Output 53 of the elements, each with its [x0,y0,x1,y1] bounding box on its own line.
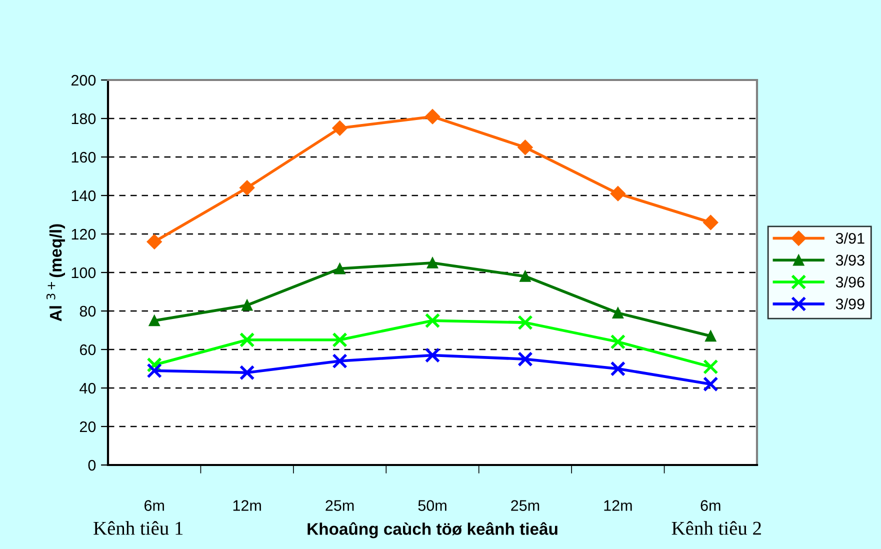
x-axis-title: Khoaûng caùch töø keânh tieâu [308,522,558,538]
y-tick-label: 60 [80,344,96,356]
legend-label: 3/91 [836,232,864,244]
point [239,364,255,380]
point [610,334,626,350]
x-tick-label: 6m [144,500,164,511]
point [518,140,533,155]
point [520,270,531,282]
x-tick-label: 6m [700,500,720,511]
y-tick-label: 200 [71,74,96,86]
point [612,307,624,318]
y-axis-title: Al $^{3+}$(meq/l) [46,224,65,322]
y-tick-label: 80 [80,306,96,317]
point [518,314,533,330]
x-tick-label: 12m [233,500,261,511]
y-tick-label: 0 [88,460,96,471]
legend-label: 3/99 [836,298,864,310]
point [148,315,160,326]
x-tick-label: 50m [418,500,446,511]
point [242,300,253,311]
point [332,353,348,369]
point [146,234,162,250]
point [705,330,716,342]
y-tick-label: 100 [72,267,96,278]
point [703,376,718,392]
y-tick-label: 160 [72,152,96,163]
point [332,332,348,348]
point [703,214,718,230]
y-tick-label: 140 [72,190,96,202]
legend-label: 3/96 [836,276,864,288]
x-tick-label: 25m [511,500,540,511]
point [703,359,718,374]
x-tick-label: 25m [326,500,354,511]
point [424,312,440,328]
text: Kênh tiêu 2 [672,521,761,535]
point [424,109,440,124]
point [334,263,346,274]
y-tick-label: 20 [80,421,96,432]
point [239,332,255,348]
point [518,351,533,367]
y-tick-label: 40 [80,382,96,394]
point [146,363,162,378]
point [610,361,626,376]
point [424,348,440,363]
text: Kênh tiêu 1 [94,521,183,535]
x-tick-label: 12m [604,500,632,511]
legend-label: 3/93 [836,254,864,266]
y-tick-label: 120 [72,228,96,240]
y-tick-label: 180 [72,113,96,124]
point [332,120,348,136]
point [610,186,626,202]
point [240,180,255,196]
point [426,257,438,268]
